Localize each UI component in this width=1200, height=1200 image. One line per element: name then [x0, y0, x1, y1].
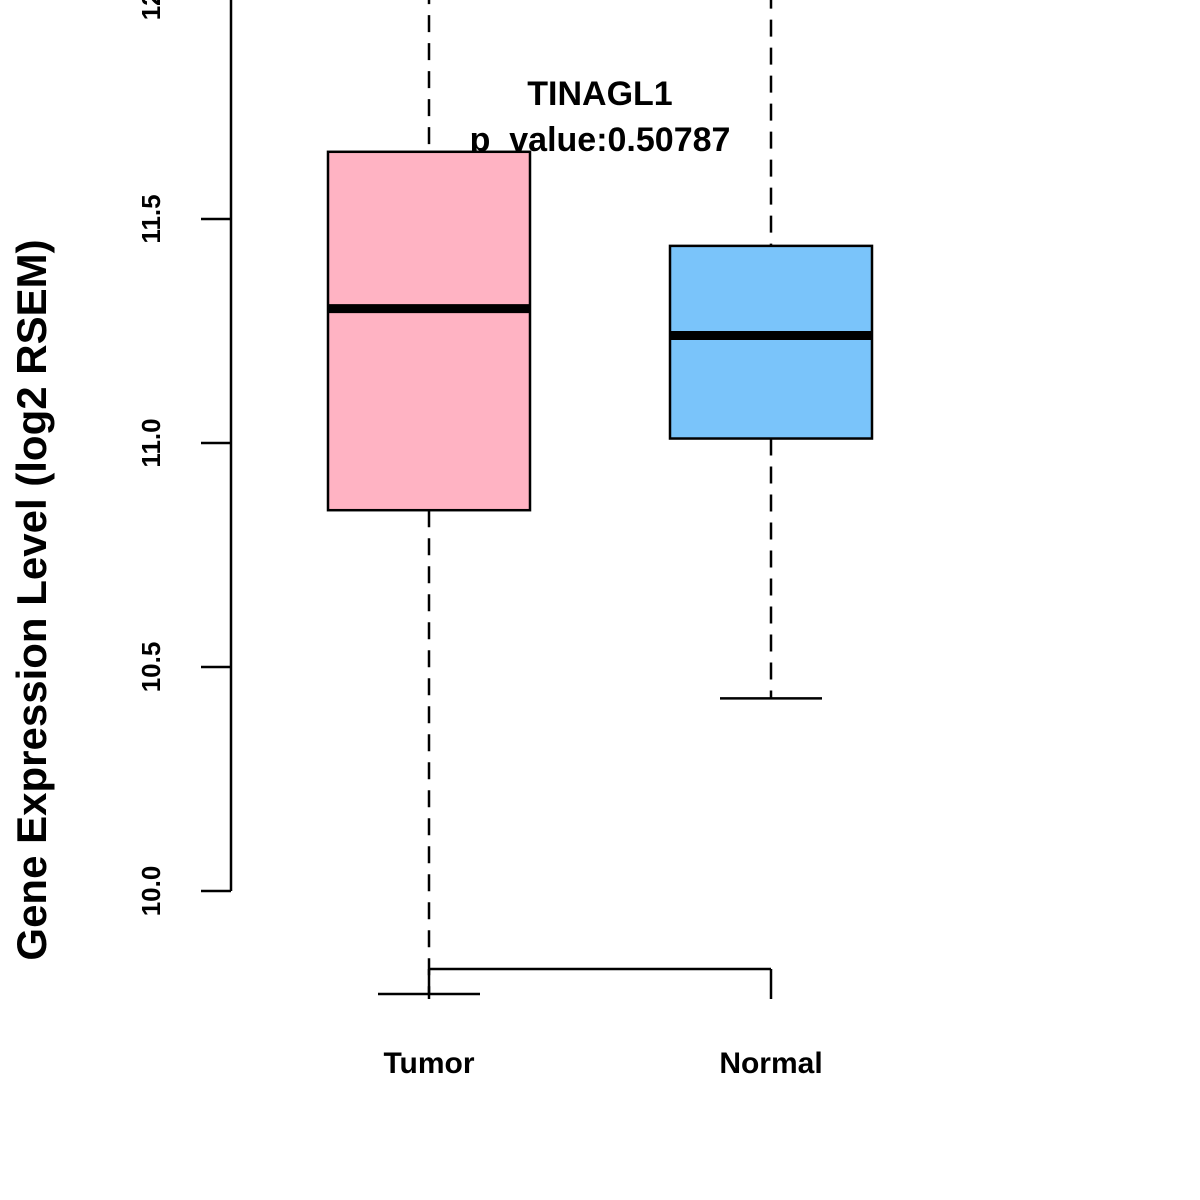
box-iqr — [668, 244, 874, 440]
box-normal — [668, 0, 874, 700]
y-axis-label: Gene Expression Level (log2 RSEM) — [8, 239, 55, 960]
box-group — [326, 0, 874, 996]
y-tick-label: 11.5 — [136, 194, 166, 243]
box-tumor — [326, 0, 532, 996]
y-tick-label: 10.5 — [136, 642, 166, 693]
chart-title: TINAGL1 — [527, 75, 672, 113]
y-tick-label: 12.0 — [136, 0, 166, 20]
box-iqr — [326, 150, 532, 512]
y-axis: 10.010.511.011.512.012.5 — [136, 0, 233, 917]
x-axis-category-labels: Tumor Normal — [383, 1047, 822, 1080]
y-tick-label: 10.0 — [136, 866, 166, 917]
y-tick-label: 11.0 — [136, 418, 166, 467]
comparison-bracket — [427, 967, 773, 999]
x-category-label: Normal — [719, 1047, 822, 1080]
x-category-label: Tumor — [383, 1047, 474, 1080]
